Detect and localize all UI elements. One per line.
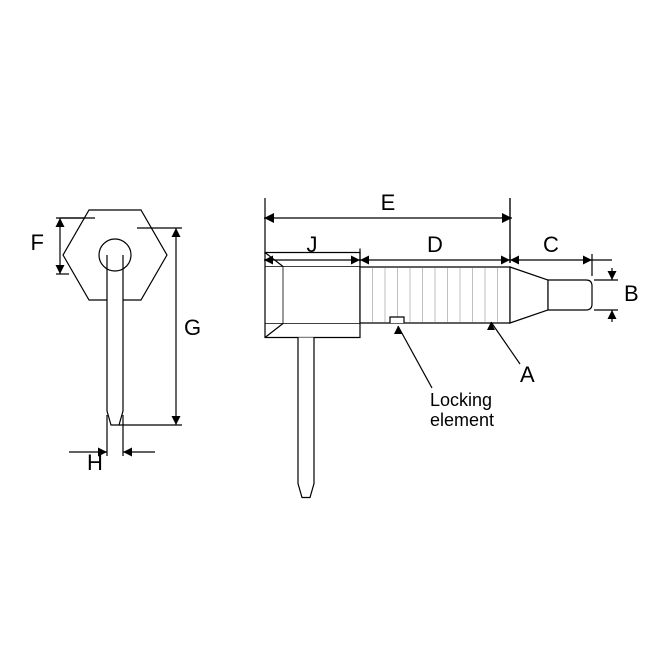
callout-locking-2: element xyxy=(430,410,494,430)
dim-label-b: B xyxy=(624,281,639,306)
dim-label-g: G xyxy=(184,315,201,340)
dim-label-f: F xyxy=(31,230,44,255)
dim-label-j: J xyxy=(307,232,318,257)
left-view: F G H xyxy=(31,210,202,475)
callout-locking-1: Locking xyxy=(430,390,492,410)
dim-label-c: C xyxy=(543,232,559,257)
dim-label-e: E xyxy=(381,190,396,215)
dim-label-h: H xyxy=(87,450,103,475)
side-view: E J D C B A Lockingelement xyxy=(264,190,639,498)
dim-label-d: D xyxy=(427,232,443,257)
callout-a: A xyxy=(520,362,535,387)
